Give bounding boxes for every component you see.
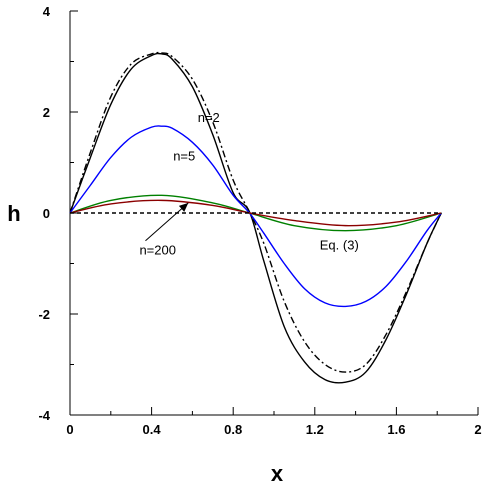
y-tick-label: 2 [43, 105, 50, 120]
y-tick-label: -4 [38, 408, 50, 423]
x-tick-label: 0.4 [143, 422, 162, 437]
series-line-1 [69, 52, 442, 384]
y-tick-label: -2 [38, 307, 50, 322]
x-tick-label: 1.6 [387, 422, 405, 437]
x-tick-label: 1.2 [306, 422, 324, 437]
annotation-label: n=2 [198, 110, 220, 125]
annotation-arrow-head [178, 202, 189, 212]
annotation-label: n=200 [139, 242, 176, 257]
x-axis-label: x [271, 461, 284, 486]
axes: 0 0.4 0.8 1.2 1.6 2 -4 -2 0 2 4 [38, 4, 481, 437]
y-axis-label: h [7, 201, 20, 226]
x-tick-label: 0.8 [224, 422, 242, 437]
series-line-2 [69, 51, 442, 373]
annotation-layer: n=2 n=5 n=200 Eq. (3) [139, 110, 358, 257]
annotation-label: Eq. (3) [320, 237, 359, 252]
series-layer [69, 51, 442, 384]
y-tick-label: 4 [43, 4, 51, 19]
series-line-5 [69, 199, 442, 227]
annotation-label: n=5 [173, 148, 195, 163]
annotation-arrow-shaft [145, 202, 189, 242]
series-line-3 [69, 125, 442, 308]
y-tick-label: 0 [43, 206, 50, 221]
x-tick-label: 2 [474, 422, 481, 437]
x-tick-label: 0 [66, 422, 73, 437]
